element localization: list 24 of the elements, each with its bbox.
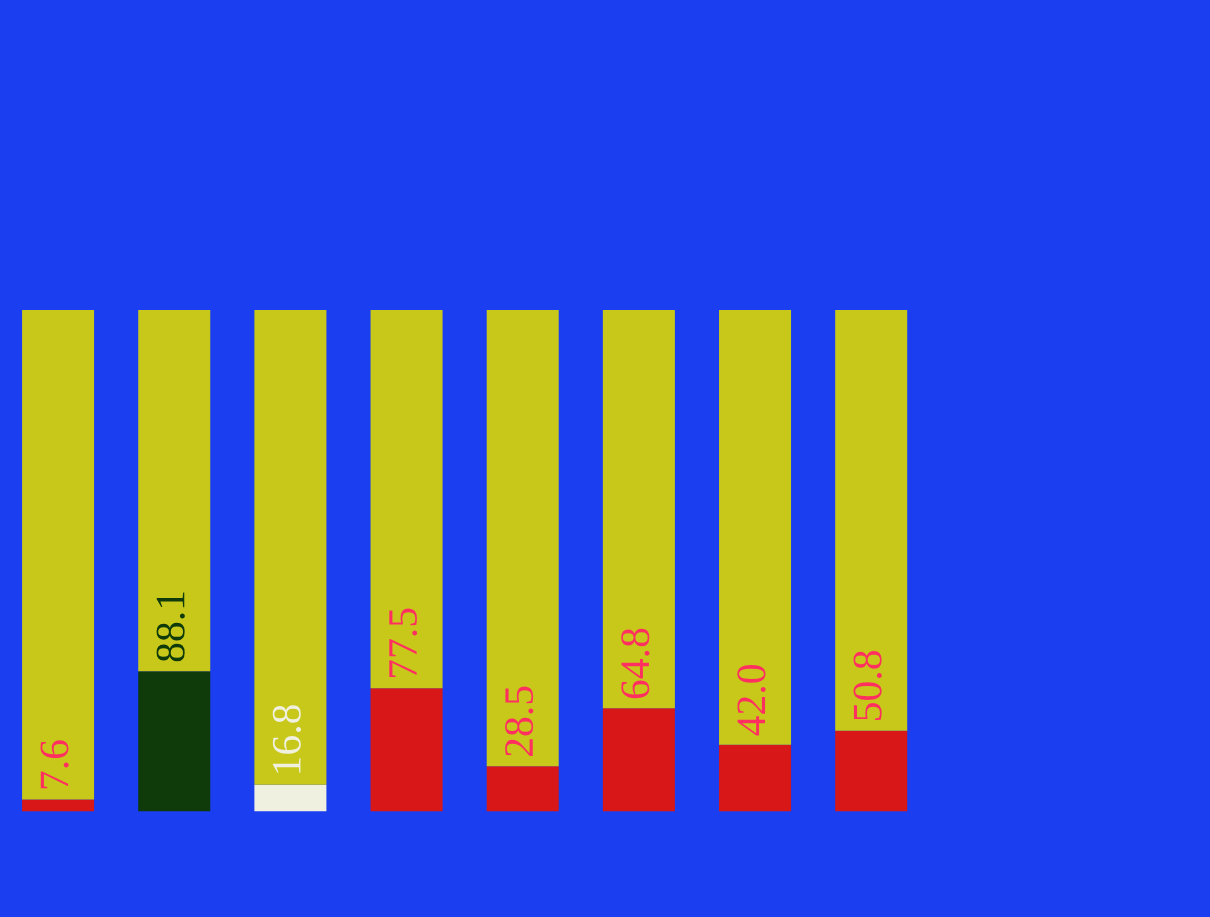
data-label: 88.1 bbox=[156, 592, 185, 662]
data-label: 42.0 bbox=[737, 665, 766, 736]
data-label: 50.8 bbox=[853, 650, 882, 720]
bar bbox=[138, 309, 211, 672]
data-label: 28.5 bbox=[505, 686, 534, 756]
bar bbox=[486, 309, 559, 767]
bar bbox=[370, 309, 443, 689]
bar bbox=[22, 799, 95, 812]
bar bbox=[138, 671, 211, 812]
bar bbox=[835, 730, 908, 812]
bar bbox=[254, 784, 327, 812]
data-label: 77.5 bbox=[389, 608, 418, 678]
bar bbox=[370, 688, 443, 812]
bar bbox=[486, 766, 559, 812]
data-label: 16.8 bbox=[272, 705, 302, 773]
bar bbox=[719, 309, 792, 745]
data-label: 7.6 bbox=[40, 740, 69, 789]
bar bbox=[22, 309, 95, 800]
data-label: 64.8 bbox=[621, 628, 650, 699]
bar bbox=[719, 744, 792, 812]
bar bbox=[602, 708, 675, 812]
bar bbox=[254, 309, 327, 785]
bar bbox=[835, 309, 908, 731]
bar bbox=[602, 309, 675, 709]
